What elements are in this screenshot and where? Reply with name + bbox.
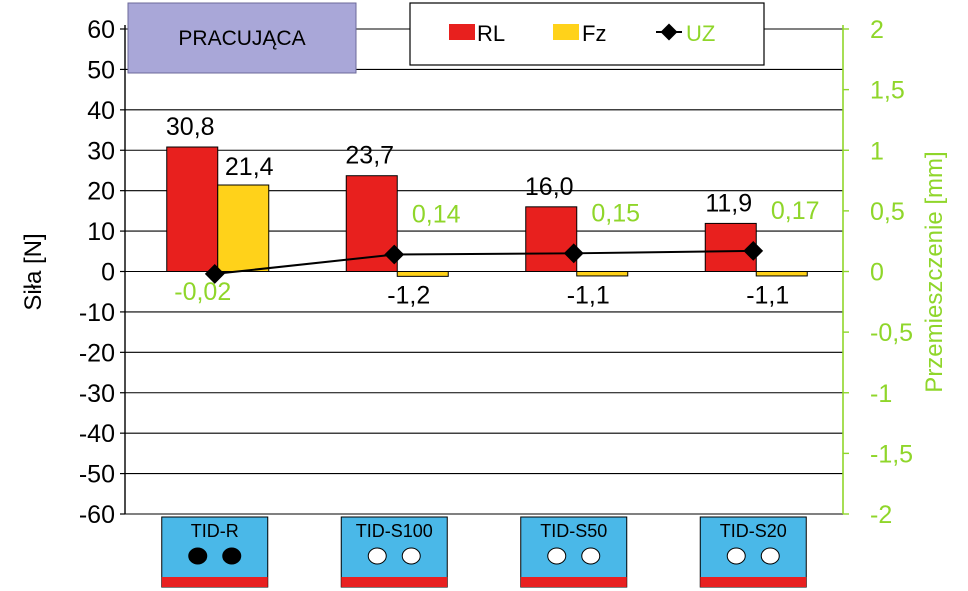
data-label-fz: -1,1 <box>567 282 610 310</box>
data-label-rl: 16,0 <box>525 173 574 201</box>
category-label: TID-S100 <box>356 521 433 541</box>
bar-fz <box>576 271 629 277</box>
y-tick-label-right: 0 <box>870 259 884 287</box>
y-tick-label-right: 1,5 <box>870 77 905 105</box>
y-tick-label-right: 2 <box>870 16 884 44</box>
y-tick-label-left: 40 <box>87 97 115 125</box>
y-tick-label-right: 1 <box>870 137 884 165</box>
y-tick-label-left: 30 <box>87 137 115 165</box>
category-strip <box>700 577 807 587</box>
legend-label-rl: RL <box>477 21 505 46</box>
y-tick-label-left: -30 <box>79 380 115 408</box>
y-axis-title-right: Przemieszczenie [mm] <box>921 151 948 392</box>
data-label-uz: 0,14 <box>412 201 461 229</box>
hole-filled <box>188 547 208 565</box>
y-tick-label-left: -20 <box>79 339 115 367</box>
legend-marker-uz <box>660 23 678 41</box>
category-box <box>520 516 628 588</box>
data-labels: 30,8 23,7 16,0 11,9 21,4 -1,2 -1,1 -1,1 -0,02 0,1… <box>166 113 820 309</box>
y-tick-label-left: -40 <box>79 420 115 448</box>
badge-box <box>127 2 357 74</box>
legend: RL Fz UZ <box>409 2 765 66</box>
badge: PRACUJĄCA <box>127 2 357 74</box>
hole-filled <box>222 547 242 565</box>
bar-fz <box>217 184 270 272</box>
legend-label-fz: Fz <box>582 21 606 46</box>
uz-marker <box>384 244 405 265</box>
axes <box>120 25 849 515</box>
y-tick-label-right: -1 <box>870 380 892 408</box>
uz-line-series <box>204 240 764 284</box>
legend-swatch-fz <box>553 24 579 40</box>
y-tick-label-right: -2 <box>870 501 892 529</box>
hole-open <box>726 547 746 565</box>
bar-fz <box>396 271 449 277</box>
y-tick-label-right: -1,5 <box>870 440 913 468</box>
legend-swatch-rl <box>449 24 475 40</box>
uz-line <box>214 249 754 275</box>
hole-open <box>760 547 780 565</box>
y-tick-label-left: -10 <box>79 299 115 327</box>
category-strip <box>161 577 268 587</box>
data-label-uz: 0,17 <box>771 197 820 225</box>
category-label: TID-R <box>191 521 239 541</box>
category-boxes: TID-R TID-S100 TID-S50 TID-S20 <box>161 516 807 588</box>
y-tick-label-left: 0 <box>101 259 115 287</box>
uz-marker <box>204 264 225 284</box>
y-tick-label-right: -0,5 <box>870 319 913 347</box>
data-label-fz: -1,1 <box>746 282 789 310</box>
hole-open <box>547 547 567 565</box>
y-tick-label-left: -50 <box>79 461 115 489</box>
y-tick-label-left: -60 <box>79 501 115 529</box>
hole-open <box>401 547 421 565</box>
hole-open <box>367 547 387 565</box>
data-label-fz: 21,4 <box>225 153 274 181</box>
hole-open <box>581 547 601 565</box>
badge-text: PRACUJĄCA <box>178 27 305 50</box>
data-label-uz: 0,15 <box>591 199 640 227</box>
category-label: TID-S20 <box>720 521 787 541</box>
y-tick-label-left: 50 <box>87 56 115 84</box>
y-tick-label-left: 20 <box>87 178 115 206</box>
bar-rl <box>166 146 219 272</box>
y-tick-label-left: 10 <box>87 218 115 246</box>
data-label-rl: 11,9 <box>705 189 752 217</box>
category-strip <box>341 577 448 587</box>
data-label-uz: -0,02 <box>174 278 231 306</box>
bars <box>166 146 808 277</box>
y-tick-label-right: 0,5 <box>870 198 905 226</box>
legend-label-uz: UZ <box>686 21 715 46</box>
category-box <box>699 516 807 588</box>
data-label-rl: 23,7 <box>345 142 394 170</box>
bar-fz <box>755 271 808 277</box>
data-label-fz: -1,2 <box>387 282 430 310</box>
y-axis-title-left: Siła [N] <box>20 233 47 310</box>
data-label-rl: 30,8 <box>166 113 215 141</box>
category-box <box>340 516 448 588</box>
bar-rl <box>525 206 578 272</box>
category-strip <box>520 577 627 587</box>
category-label: TID-S50 <box>540 521 607 541</box>
y-tick-label-left: 60 <box>87 16 115 44</box>
tick-labels: -60-50-40-30-20-100102030405060-2-1,5-1-… <box>79 16 913 529</box>
